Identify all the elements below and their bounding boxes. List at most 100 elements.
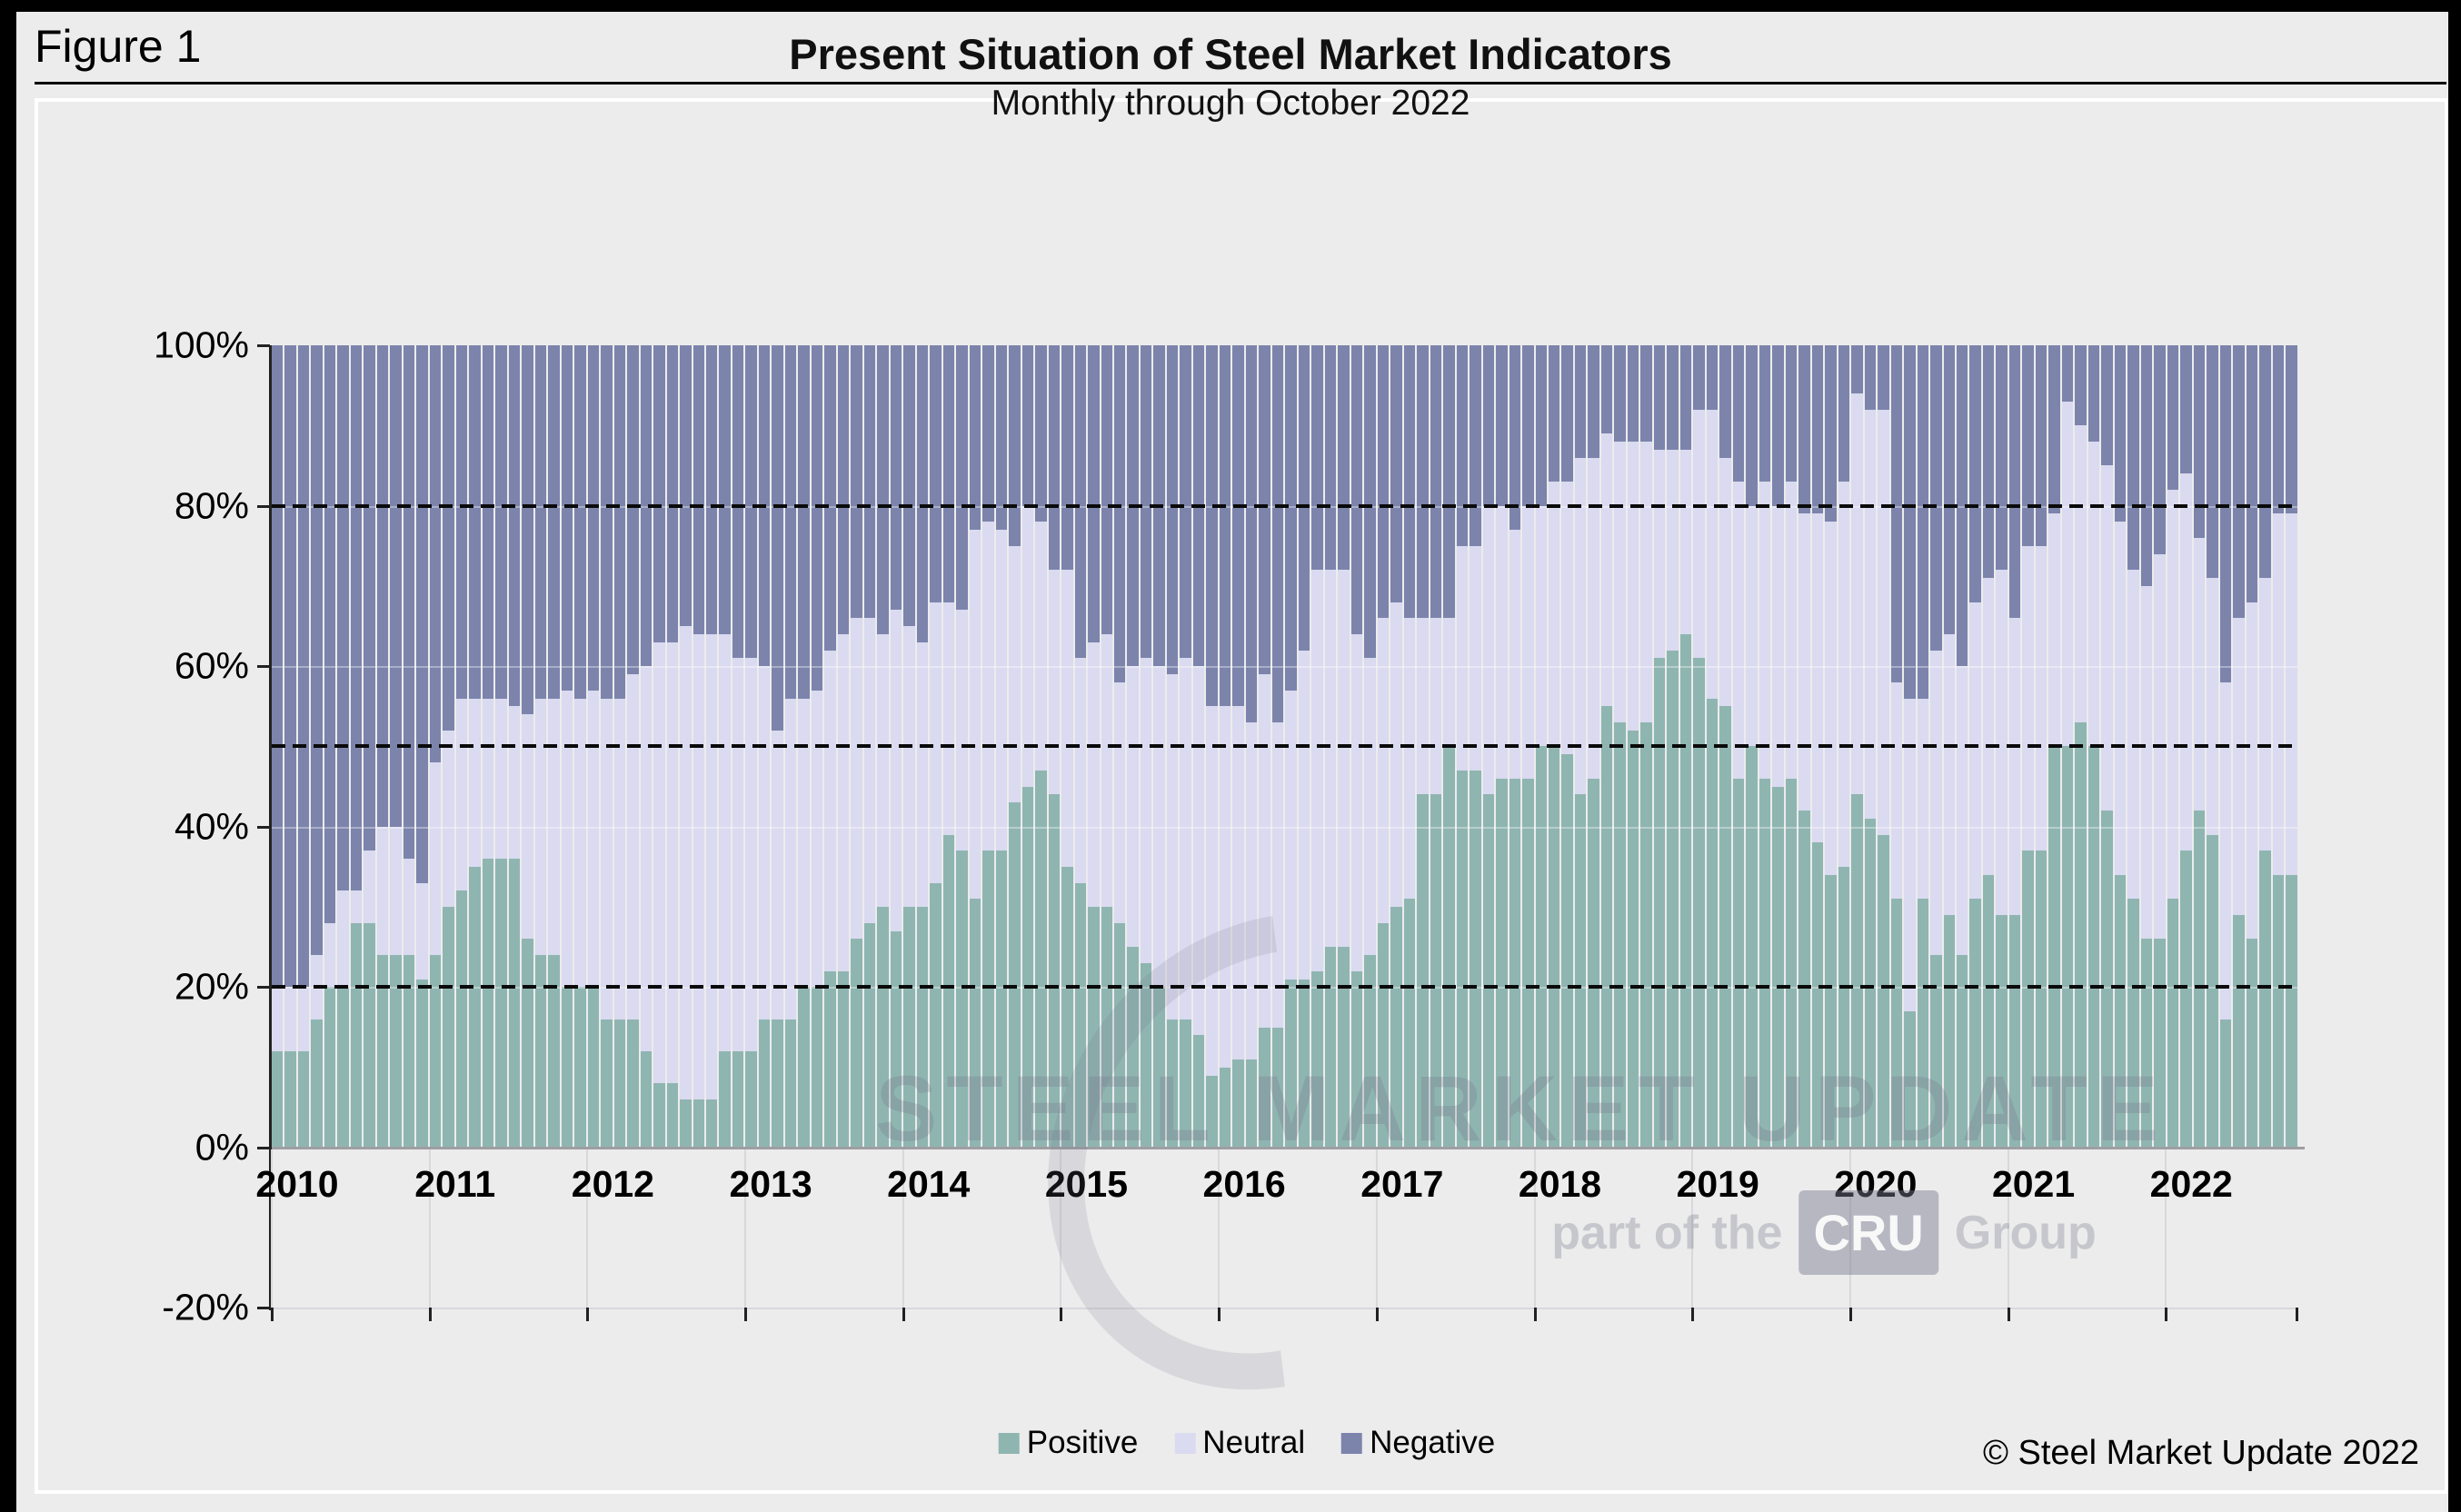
segment-neutral xyxy=(1982,578,1995,875)
segment-positive xyxy=(2154,939,2166,1148)
bar-column-2021-12 xyxy=(2154,345,2166,1148)
bar-column-2012-01 xyxy=(587,345,600,1148)
segment-positive xyxy=(824,970,836,1148)
segment-positive xyxy=(916,907,929,1148)
segment-positive xyxy=(1101,907,1112,1148)
segment-neutral xyxy=(1430,618,1442,795)
segment-neutral xyxy=(2167,489,2179,900)
bar-column-2011-09 xyxy=(534,345,547,1148)
segment-positive xyxy=(613,1019,626,1148)
segment-neutral xyxy=(1772,505,1784,787)
segment-positive xyxy=(2259,850,2271,1148)
segment-positive xyxy=(863,922,876,1148)
segment-positive xyxy=(930,882,942,1148)
segment-positive xyxy=(732,1051,744,1148)
segment-negative xyxy=(1732,345,1745,482)
segment-neutral xyxy=(390,826,402,956)
bar-column-2019-11 xyxy=(1825,345,1837,1148)
bar-column-2016-12 xyxy=(1364,345,1376,1148)
segment-negative xyxy=(1377,345,1390,619)
segment-neutral xyxy=(1627,441,1639,731)
bar-column-2015-04 xyxy=(1101,345,1112,1148)
segment-positive xyxy=(2087,746,2100,1148)
segment-negative xyxy=(1456,345,1469,546)
bar-column-2010-11 xyxy=(403,345,415,1148)
segment-neutral xyxy=(337,890,349,988)
segment-negative xyxy=(2154,345,2166,554)
segment-neutral xyxy=(1522,505,1534,779)
bar-column-2012-09 xyxy=(692,345,704,1148)
segment-neutral xyxy=(508,706,521,860)
year-label-2011: 2011 xyxy=(414,1163,496,1205)
bar-column-2013-09 xyxy=(851,345,862,1148)
bar-column-2010-01 xyxy=(272,345,284,1148)
bar-column-2014-11 xyxy=(1035,345,1047,1148)
year-label-2015: 2015 xyxy=(1044,1163,1129,1205)
segment-negative xyxy=(1390,345,1402,602)
segment-neutral xyxy=(1403,618,1416,900)
window-top-edge xyxy=(0,0,2461,12)
segment-positive xyxy=(1443,746,1455,1148)
segment-neutral xyxy=(1548,482,1560,747)
segment-negative xyxy=(495,345,507,699)
segment-positive xyxy=(877,907,889,1148)
segment-neutral xyxy=(640,666,653,1052)
segment-negative xyxy=(1153,345,1165,667)
segment-neutral xyxy=(1127,666,1139,948)
segment-negative xyxy=(2048,345,2060,514)
year-separator-2018 xyxy=(1533,1149,1536,1308)
bar-column-2019-09 xyxy=(1798,345,1810,1148)
segment-neutral xyxy=(1759,482,1771,779)
segment-positive xyxy=(1127,947,1139,1148)
bar-column-2011-11 xyxy=(561,345,573,1148)
segment-positive xyxy=(719,1051,731,1148)
bar-column-2014-09 xyxy=(1009,345,1021,1148)
segment-neutral xyxy=(1470,545,1481,771)
segment-negative xyxy=(692,345,704,634)
year-separator-2021 xyxy=(2007,1149,2009,1308)
bar-column-2016-03 xyxy=(1245,345,1258,1148)
segment-neutral xyxy=(719,633,731,1052)
segment-positive xyxy=(522,939,533,1148)
y-label-100%: 100% xyxy=(154,323,249,366)
segment-negative xyxy=(337,345,349,891)
segment-positive xyxy=(390,955,402,1148)
bar-column-2011-07 xyxy=(508,345,521,1148)
segment-positive xyxy=(284,1051,296,1148)
year-tick-2010 xyxy=(271,1308,274,1321)
segment-neutral xyxy=(1838,482,1850,867)
segment-negative xyxy=(1061,345,1073,571)
segment-positive xyxy=(508,859,521,1148)
segment-negative xyxy=(272,345,284,988)
bar-column-2011-12 xyxy=(574,345,586,1148)
segment-negative xyxy=(508,345,521,707)
segment-positive xyxy=(2233,914,2245,1148)
year-separator-2014 xyxy=(902,1149,904,1308)
segment-negative xyxy=(1522,345,1534,506)
segment-negative xyxy=(1667,345,1679,450)
segment-neutral xyxy=(877,633,889,908)
bar-column-2015-10 xyxy=(1180,345,1191,1148)
segment-neutral xyxy=(1561,482,1573,755)
bar-column-2020-02 xyxy=(1864,345,1877,1148)
y-tick-100% xyxy=(257,344,270,347)
y-tick-0% xyxy=(257,1146,270,1149)
window-right-edge xyxy=(2448,0,2461,1512)
segment-neutral xyxy=(1878,409,1889,835)
year-separator-2022 xyxy=(2165,1149,2167,1308)
bar-column-2017-05 xyxy=(1430,345,1442,1148)
segment-negative xyxy=(311,345,323,956)
segment-negative xyxy=(2035,345,2048,546)
stacked-bar-series xyxy=(272,345,2297,1148)
y-tick-60% xyxy=(257,665,270,668)
segment-negative xyxy=(2259,345,2271,579)
segment-negative xyxy=(1114,345,1126,682)
segment-neutral xyxy=(350,890,363,923)
segment-positive xyxy=(2207,834,2218,1148)
bar-column-2014-05 xyxy=(956,345,968,1148)
segment-positive xyxy=(601,1019,613,1148)
segment-neutral xyxy=(930,602,942,883)
bar-column-2016-09 xyxy=(1324,345,1337,1148)
segment-neutral xyxy=(2087,441,2100,747)
segment-negative xyxy=(1311,345,1323,571)
